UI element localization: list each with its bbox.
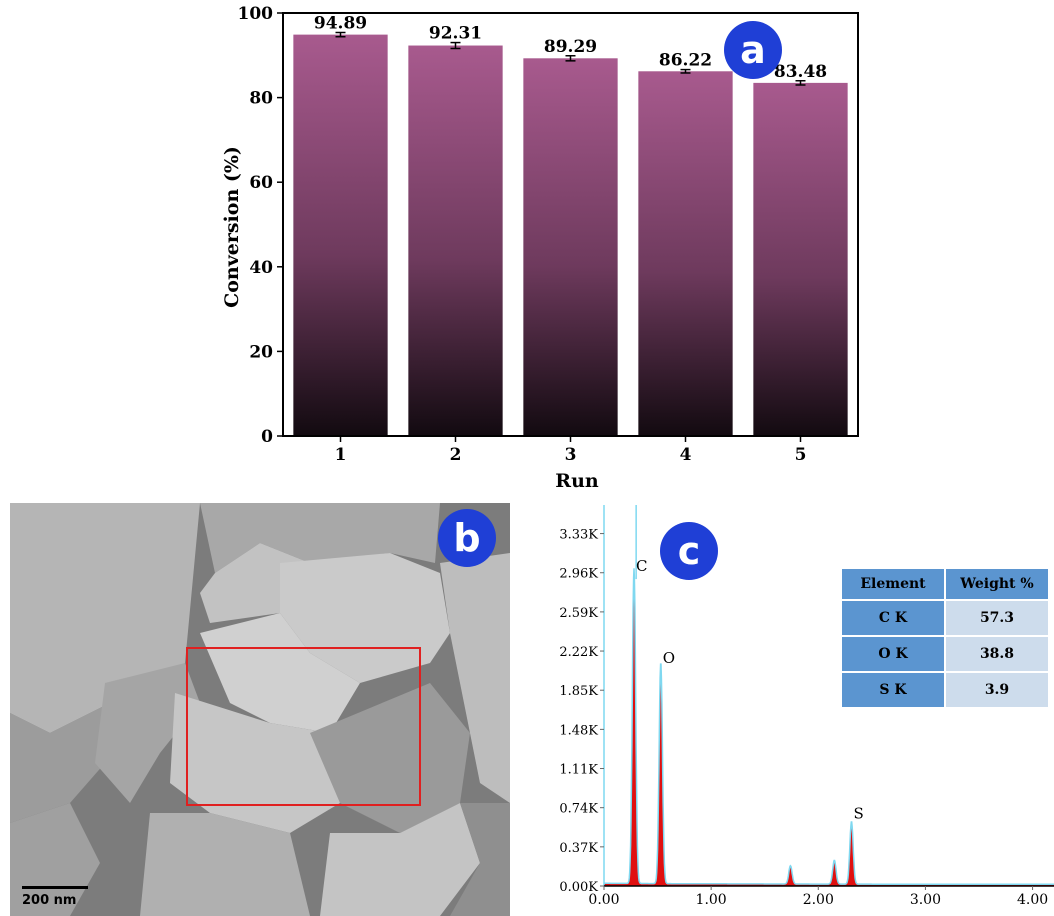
panel-label-c: c <box>660 522 718 580</box>
y-tick-label: 60 <box>249 173 273 193</box>
x-tick-label: 3.00 <box>910 892 941 908</box>
x-tick-label: 1.00 <box>696 892 727 908</box>
x-tick-label: 3 <box>565 445 577 465</box>
eds-spectrum-chart: C O S 0.00K 0.37K 0.74K 1.11K 1.48K 1.85K 2.22K 2… <box>559 505 1054 908</box>
spectrum-fit-line <box>604 568 1054 886</box>
panel-label-a: a <box>724 21 782 79</box>
bar-run-1 <box>293 34 388 437</box>
y-tick-label: 0.74K <box>559 802 598 817</box>
y-tick-label: 1.48K <box>559 723 598 738</box>
element-weight-table: Element Weight % C K 57.3 O K 38.8 S K 3… <box>840 567 1050 709</box>
bar-run-3 <box>523 58 618 437</box>
bar-value-label: 92.31 <box>429 24 482 44</box>
error-bar <box>680 68 691 74</box>
table-header-element: Element <box>840 567 946 601</box>
sem-micrograph <box>10 503 510 916</box>
panel-label-b: b <box>438 509 496 567</box>
y-tick-label: 2.96K <box>559 567 598 582</box>
table-cell-weight: 38.8 <box>944 635 1050 673</box>
x-tick-label: 5 <box>795 445 807 465</box>
y-tick-label: 2.22K <box>559 645 598 660</box>
y-tick-label: 2.59K <box>559 606 598 621</box>
x-tick-label: 0.00 <box>588 892 619 908</box>
bar-value-label: 89.29 <box>544 37 597 57</box>
x-tick-label: 4 <box>680 445 692 465</box>
panel-b-sem-image: b 200 nm <box>10 503 510 916</box>
table-cell-element: S K <box>840 671 946 709</box>
peak-label: O <box>663 649 675 667</box>
error-bar <box>335 31 346 38</box>
conversion-bar-chart: 94.89 92.31 89.29 86.22 83.48 1 2 3 4 5 0 20 40 60 80… <box>221 4 859 492</box>
y-tick-label: 20 <box>249 342 273 362</box>
peak-label: C <box>636 557 647 575</box>
table-cell-element: O K <box>840 635 946 673</box>
bar-run-2 <box>408 45 503 437</box>
y-tick-label: 0.00K <box>559 880 598 895</box>
y-tick-label: 1.85K <box>559 684 598 699</box>
peak-label: S <box>854 805 864 823</box>
region-of-interest-box <box>186 647 421 806</box>
y-tick-label: 3.33K <box>559 528 598 543</box>
bar-run-4 <box>638 71 733 436</box>
y-tick-label: 80 <box>249 89 273 109</box>
y-tick-label: 40 <box>249 258 273 278</box>
bar-run-5 <box>753 82 848 436</box>
x-tick-label: 2.00 <box>803 892 834 908</box>
table-row: S K 3.9 <box>840 671 1050 709</box>
table-cell-weight: 3.9 <box>944 671 1050 709</box>
scale-bar: 200 nm <box>22 886 88 908</box>
plot-frame <box>282 12 859 437</box>
table-cell-element: C K <box>840 599 946 637</box>
x-tick-label: 4.00 <box>1017 892 1048 908</box>
y-axis-title: Conversion (%) <box>221 146 243 308</box>
panel-c-eds-spectrum: C O S 0.00K 0.37K 0.74K 1.11K 1.48K 1.85K 2.22K 2… <box>548 505 1054 916</box>
scale-bar-label: 200 nm <box>22 893 77 908</box>
y-tick-label: 0 <box>261 427 273 447</box>
error-bar <box>795 80 806 86</box>
y-tick-label: 1.11K <box>559 763 598 778</box>
y-tick-label: 100 <box>238 4 274 24</box>
bar-value-label: 86.22 <box>659 51 712 71</box>
panel-a-bar-chart: 94.89 92.31 89.29 86.22 83.48 1 2 3 4 5 0 20 40 60 80… <box>221 4 859 492</box>
table-cell-weight: 57.3 <box>944 599 1050 637</box>
table-row: C K 57.3 <box>840 599 1050 637</box>
x-tick-label: 2 <box>450 445 462 465</box>
y-tick-label: 0.37K <box>559 841 598 856</box>
x-tick-label: 1 <box>335 445 347 465</box>
error-bar <box>450 41 461 50</box>
table-header-weight: Weight % <box>944 567 1050 601</box>
error-bar <box>565 55 576 62</box>
table-row: O K 38.8 <box>840 635 1050 673</box>
bar-value-label: 94.89 <box>314 14 367 34</box>
bar-value-label: 83.48 <box>774 62 827 82</box>
x-axis-title: Run <box>555 470 599 492</box>
